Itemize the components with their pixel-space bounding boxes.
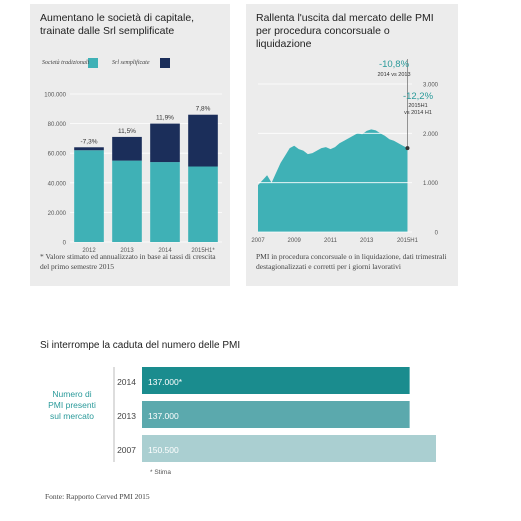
- annotation-1-sub: 2014 vs 2013: [377, 72, 410, 78]
- left-chart-panel: Aumentano le società di capitale, traina…: [30, 4, 230, 286]
- bar-pct-label: 11,5%: [118, 128, 136, 135]
- y-tick-label: 20.000: [48, 211, 67, 217]
- annotation-1-pct: -10,8%: [379, 59, 410, 70]
- side-label: Numero di: [52, 389, 91, 399]
- source-note: Fonte: Rapporto Cerved PMI 2015: [45, 492, 150, 501]
- y-tick-label: 100.000: [44, 93, 66, 99]
- y-tick-label: 80.000: [48, 122, 67, 128]
- row-year-label: 2014: [117, 377, 136, 387]
- annotation-2-pct: -12,2%: [403, 91, 434, 102]
- left-bar-chart: 100.000 80.000 60.000 40.000 20.000 0 -7,3% 201…: [44, 93, 222, 254]
- bar-value-label: 137.000*: [148, 377, 183, 387]
- bar-pct-label: 11,9%: [156, 115, 174, 122]
- y-tick-label: 2.000: [423, 132, 439, 138]
- x-tick-label: 2015H1*: [191, 248, 215, 254]
- x-tick-label: 2007: [251, 238, 265, 244]
- side-label: PMI presenti: [48, 400, 96, 410]
- legend-label-simplified: Srl semplificate: [112, 60, 150, 66]
- x-tick-label: 2013: [120, 248, 134, 254]
- legend-swatch-traditional: [88, 58, 98, 68]
- right-chart-panel: Rallenta l'uscita dal mercato delle PMI …: [246, 4, 458, 286]
- x-tick-label: 2012: [82, 248, 96, 254]
- annotation-2-sub: vs 2014 H1: [404, 110, 432, 116]
- bar-traditional: [188, 166, 218, 242]
- bar-value-label: 150.500: [148, 445, 179, 455]
- bar-pct-label: 7,8%: [196, 106, 211, 113]
- pmi-bar: [142, 401, 410, 428]
- pmi-bar: [142, 435, 436, 462]
- bar-value-label: 137.000: [148, 411, 179, 421]
- y-tick-label: 1.000: [423, 181, 439, 187]
- pmi-bar: [142, 367, 410, 394]
- bar-simplified: [112, 136, 142, 161]
- legend-label-traditional: Società tradizionali: [42, 60, 90, 66]
- row-year-label: 2013: [117, 411, 136, 421]
- area-series: [258, 129, 408, 232]
- bottom-chart-panel: Si interrompe la caduta del numero delle…: [30, 330, 470, 490]
- left-chart-note: * Valore stimato ed annualizzato in base…: [40, 252, 216, 271]
- x-tick-label: 2013: [360, 238, 374, 244]
- x-tick-label: 2009: [288, 238, 302, 244]
- x-tick-label: 2015H1: [397, 238, 419, 244]
- annotation-point: [405, 146, 410, 151]
- bar-traditional: [112, 160, 142, 242]
- bar-traditional: [74, 150, 104, 242]
- bar-pct-label: -7,3%: [81, 138, 98, 145]
- y-tick-label: 3.000: [423, 83, 439, 89]
- x-tick-label: 2014: [158, 248, 172, 254]
- bottom-chart-title: Si interrompe la caduta del numero delle…: [40, 340, 241, 351]
- bar-simplified: [150, 123, 180, 163]
- x-tick-label: 2011: [324, 238, 338, 244]
- right-chart-title: Rallenta l'uscita dal mercato delle PMI …: [256, 12, 434, 50]
- y-tick-label: 0: [435, 231, 439, 237]
- y-tick-label: 60.000: [48, 152, 67, 158]
- bar-traditional: [150, 162, 180, 242]
- footnote: * Stima: [150, 469, 171, 476]
- bar-simplified: [188, 114, 218, 167]
- right-chart-note: PMI in procedura concorsuale o in liquid…: [256, 252, 447, 271]
- bar-simplified: [74, 147, 104, 151]
- y-tick-label: 0: [63, 241, 67, 247]
- annotation-2-sub: 2015H1: [408, 103, 427, 109]
- left-chart-title: Aumentano le società di capitale, traina…: [40, 12, 195, 37]
- legend-swatch-simplified: [160, 58, 170, 68]
- y-tick-label: 40.000: [48, 181, 67, 187]
- side-label: sul mercato: [50, 411, 94, 421]
- row-year-label: 2007: [117, 445, 136, 455]
